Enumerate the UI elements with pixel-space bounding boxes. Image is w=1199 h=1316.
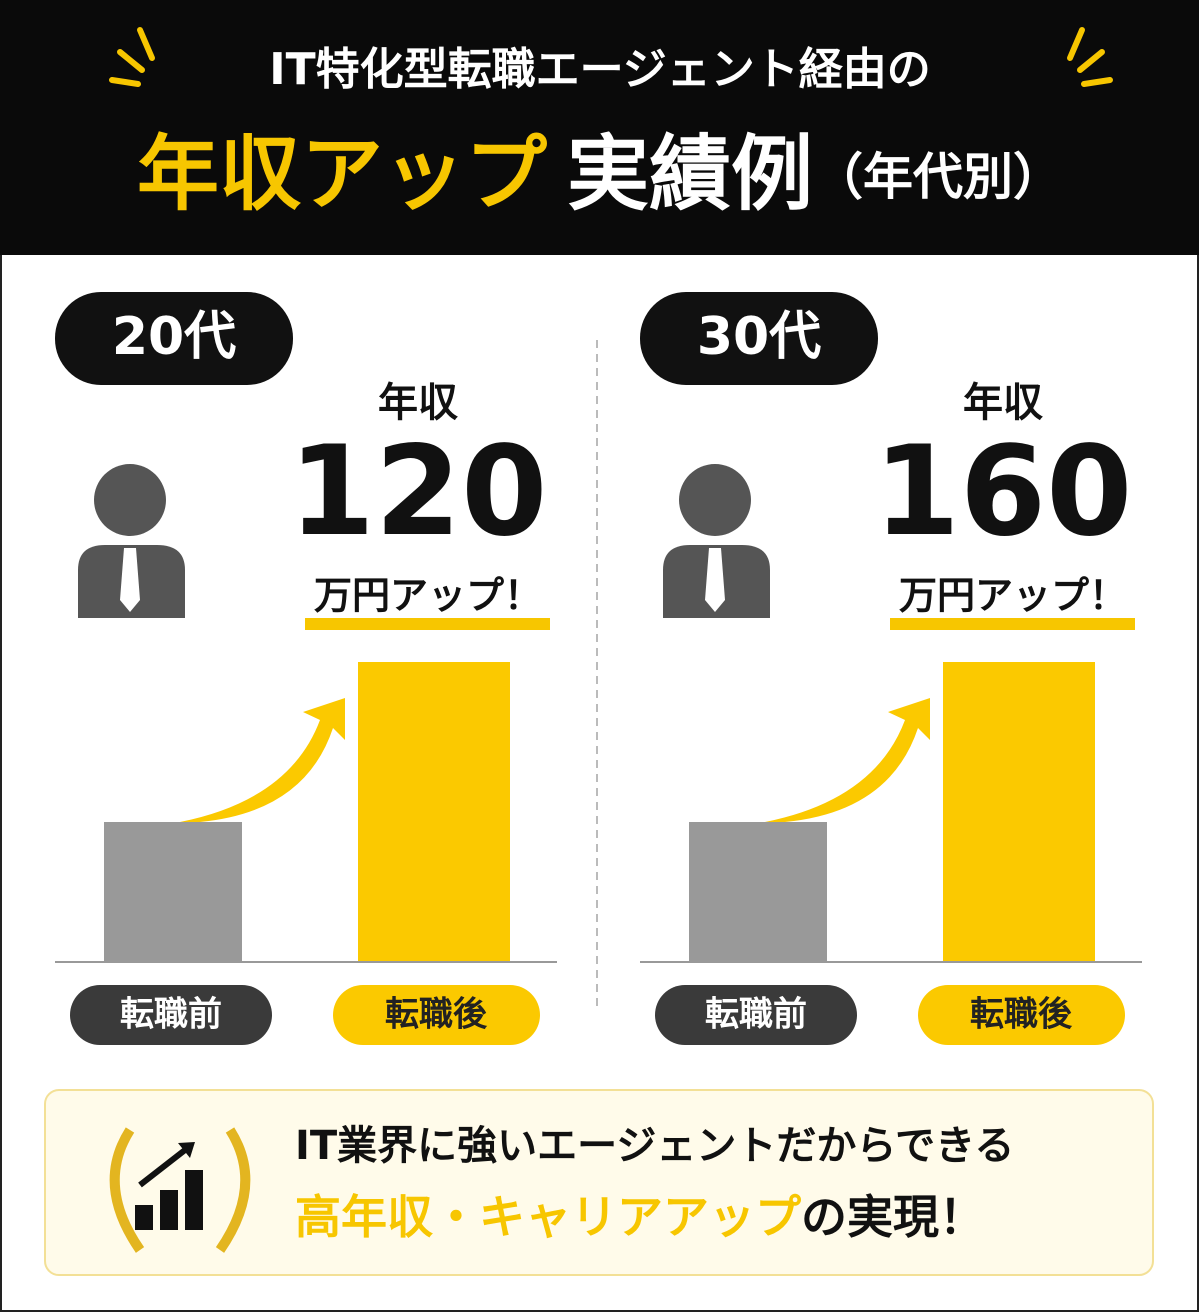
amount-unit: 万円アップ！ — [314, 574, 542, 618]
header-title: 年収アップ 実績例（年代別） — [137, 127, 1063, 222]
footer-line1: IT業界に強いエージェントだからできる — [295, 1123, 1014, 1169]
before-label: 転職前 — [705, 995, 807, 1035]
bar-before — [689, 822, 827, 962]
after-pill — [333, 985, 540, 1045]
amount: 120 — [289, 420, 548, 564]
footer-box — [44, 1089, 1154, 1276]
person-tie — [705, 548, 725, 612]
footer-rest: の実現！ — [801, 1190, 985, 1244]
laurel-icon — [109, 1127, 251, 1253]
growth-arrow — [765, 698, 930, 822]
footer-highlight: 高年収・キャリアアップ — [295, 1190, 801, 1244]
underline — [890, 618, 1135, 630]
amount-label: 年収 — [378, 380, 458, 426]
bar-after — [358, 662, 510, 962]
footer-line2: 高年収・キャリアアップの実現！ — [295, 1190, 985, 1244]
age-label: 30代 — [697, 307, 821, 367]
after-pill — [918, 985, 1125, 1045]
sparkles — [109, 27, 1113, 87]
after-label: 転職後 — [970, 995, 1073, 1035]
person-tie — [120, 548, 140, 612]
header-main: 実績例 — [567, 127, 813, 222]
before-pill — [70, 985, 272, 1045]
amount-unit: 万円アップ！ — [899, 574, 1127, 618]
person-head — [94, 464, 166, 536]
header-highlight: 年収アップ — [137, 127, 547, 222]
person-head — [679, 464, 751, 536]
underline — [305, 618, 550, 630]
header-bg — [0, 0, 1199, 255]
before-pill — [655, 985, 857, 1045]
growth-arrow — [180, 698, 345, 822]
before-label: 転職前 — [120, 995, 222, 1035]
bar-after — [943, 662, 1095, 962]
bar-before — [104, 822, 242, 962]
age-pill — [640, 292, 878, 385]
header-suffix: （年代別） — [813, 148, 1063, 206]
header-line1: IT特化型転職エージェント経由の — [269, 44, 931, 95]
age-label: 20代 — [112, 307, 236, 367]
age-pill — [55, 292, 293, 385]
amount-label: 年収 — [963, 380, 1043, 426]
amount: 160 — [874, 420, 1133, 564]
after-label: 転職後 — [385, 995, 488, 1035]
